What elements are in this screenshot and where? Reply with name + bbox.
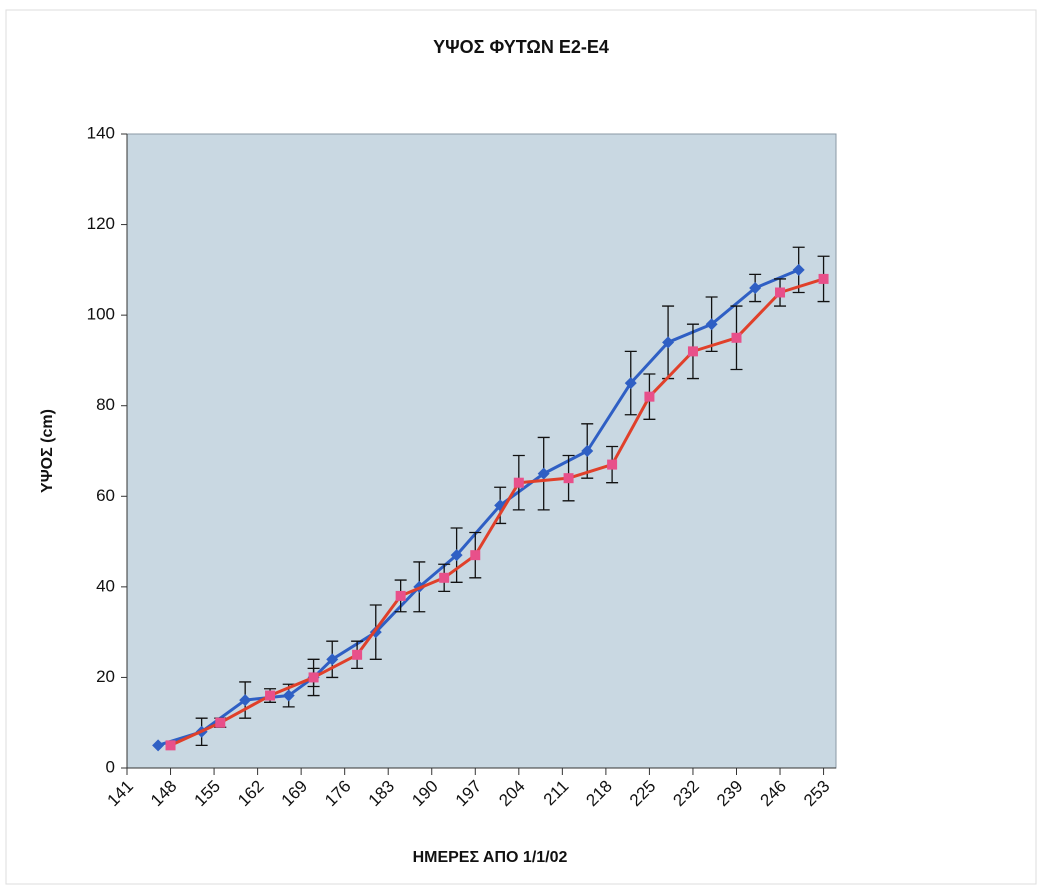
marker <box>662 336 675 349</box>
plot-area <box>126 133 837 769</box>
y-tick-label: 100 <box>87 305 115 324</box>
marker <box>818 273 829 284</box>
marker <box>792 263 805 276</box>
marker <box>265 690 276 701</box>
marker <box>215 717 226 728</box>
y-tick-label: 140 <box>87 123 115 142</box>
marker <box>470 550 481 561</box>
marker <box>705 318 718 331</box>
marker <box>165 740 176 751</box>
marker <box>607 459 618 470</box>
marker <box>775 287 786 298</box>
marker <box>308 672 319 683</box>
marker <box>352 649 363 660</box>
marker <box>395 590 406 601</box>
y-axis-title: ΥΨΟΣ (cm) <box>39 409 56 493</box>
marker <box>326 653 339 666</box>
marker <box>282 689 295 702</box>
marker <box>749 281 762 294</box>
marker <box>439 572 450 583</box>
x-axis-title: ΗΜΕΡΕΣ ΑΠΟ 1/1/02 <box>413 849 568 866</box>
marker <box>563 473 574 484</box>
y-tick-label: 40 <box>96 576 115 595</box>
marker <box>450 549 463 562</box>
y-tick-label: 20 <box>96 667 115 686</box>
y-tick-label: 120 <box>87 214 115 233</box>
y-tick-label: 0 <box>106 757 115 776</box>
y-tick-label: 60 <box>96 486 115 505</box>
marker <box>581 445 594 457</box>
marker <box>624 377 637 390</box>
marker <box>644 391 655 402</box>
y-tick-label: 80 <box>96 395 115 414</box>
marker <box>513 477 524 488</box>
marker <box>152 739 165 752</box>
chart-title: ΥΨΟΣ ΦΥΤΩΝ Ε2-Ε4 <box>433 37 609 57</box>
marker <box>687 346 698 357</box>
series-line <box>169 277 825 747</box>
marker <box>239 694 252 707</box>
marker <box>537 467 550 480</box>
marker <box>731 332 742 343</box>
